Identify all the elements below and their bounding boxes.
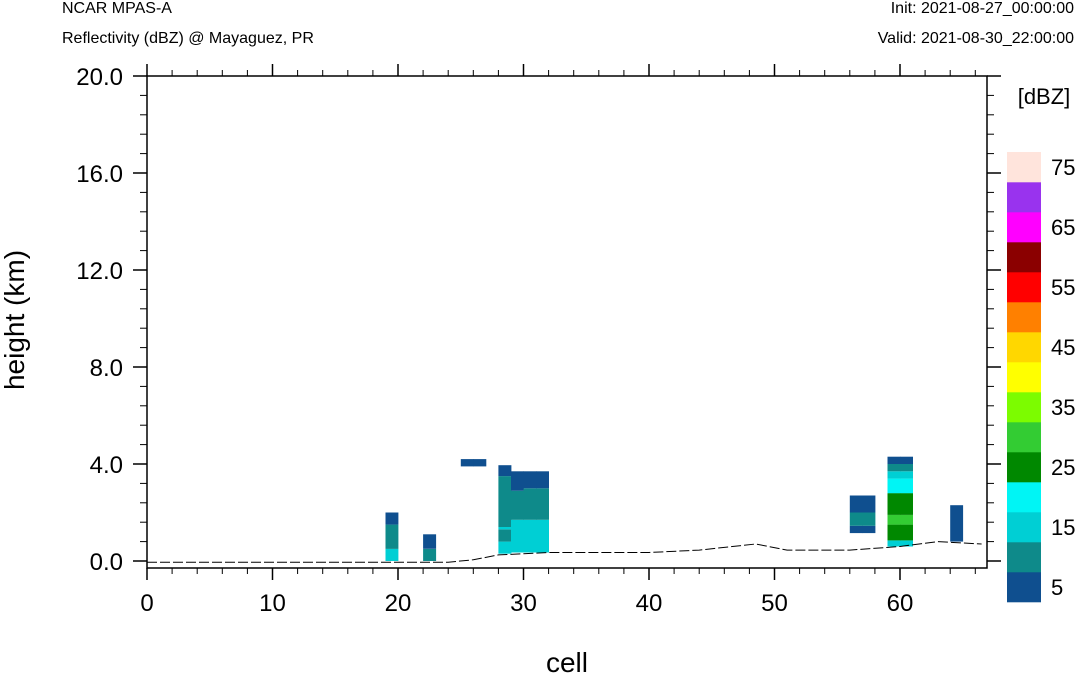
y-tick-label: 20.0 bbox=[76, 64, 123, 91]
x-tick-label: 10 bbox=[259, 590, 286, 617]
reflectivity-cell bbox=[900, 524, 913, 541]
x-tick-label: 50 bbox=[761, 590, 788, 617]
plot-title: NCAR MPAS-A bbox=[62, 0, 172, 17]
reflectivity-cell bbox=[423, 548, 437, 561]
reflectivity-cell bbox=[950, 505, 964, 542]
plot-subtitle: Reflectivity (dBZ) @ Mayaguez, PR bbox=[62, 30, 314, 47]
reflectivity-cell bbox=[523, 488, 537, 520]
reflectivity-cell bbox=[498, 476, 512, 527]
colorbar-swatch bbox=[1007, 152, 1041, 183]
x-tick-label: 60 bbox=[887, 590, 914, 617]
y-tick-label: 16.0 bbox=[76, 161, 123, 188]
colorbar-tick-label: 25 bbox=[1051, 455, 1075, 480]
reflectivity-cell bbox=[862, 495, 876, 513]
reflectivity-cell bbox=[887, 464, 901, 472]
reflectivity-cell bbox=[385, 512, 399, 525]
reflectivity-cell bbox=[473, 459, 487, 467]
reflectivity-cell bbox=[849, 495, 863, 513]
reflectivity-cell bbox=[887, 456, 901, 464]
reflectivity-cell bbox=[900, 514, 913, 525]
colorbar-swatch bbox=[1007, 422, 1041, 453]
reflectivity-cell bbox=[385, 524, 399, 549]
reflectivity-cell bbox=[511, 471, 524, 491]
x-tick-label: 40 bbox=[636, 590, 663, 617]
y-tick-label: 8.0 bbox=[90, 355, 123, 382]
reflectivity-cell bbox=[849, 512, 863, 526]
colorbar-swatch bbox=[1007, 212, 1041, 243]
reflectivity-cell bbox=[536, 471, 549, 489]
colorbar-tick-label: 5 bbox=[1051, 575, 1063, 600]
reflectivity-cell bbox=[900, 456, 913, 464]
reflectivity-cell bbox=[849, 525, 863, 534]
reflectivity-cell bbox=[900, 540, 913, 547]
reflectivity-cell bbox=[862, 512, 876, 526]
y-tick-label: 4.0 bbox=[90, 452, 123, 479]
reflectivity-cell bbox=[498, 527, 512, 530]
valid-time-label: Valid: 2021-08-30_22:00:00 bbox=[877, 30, 1074, 47]
colorbar-swatch bbox=[1007, 482, 1041, 513]
reflectivity-cell bbox=[900, 464, 913, 472]
reflectivity-cell bbox=[523, 519, 537, 553]
y-tick-label: 12.0 bbox=[76, 258, 123, 285]
reflectivity-cell bbox=[887, 524, 901, 541]
reflectivity-cell bbox=[423, 534, 437, 549]
plot-frame bbox=[146, 75, 988, 569]
terrain-profile bbox=[147, 541, 982, 563]
colorbar-swatch bbox=[1007, 392, 1041, 423]
colorbar-swatch bbox=[1007, 542, 1041, 573]
colorbar-swatch bbox=[1007, 302, 1041, 333]
colorbar-swatch bbox=[1007, 272, 1041, 303]
colorbar-swatch bbox=[1007, 572, 1041, 603]
reflectivity-cell bbox=[536, 519, 549, 553]
reflectivity-cell bbox=[460, 459, 474, 467]
reflectivity-cell bbox=[900, 478, 913, 494]
y-tick-label: 0.0 bbox=[90, 549, 123, 576]
reflectivity-cell bbox=[523, 471, 537, 489]
reflectivity-cell bbox=[887, 493, 901, 515]
colorbar-tick-label: 35 bbox=[1051, 395, 1075, 420]
colorbar-swatch bbox=[1007, 332, 1041, 363]
plot-axes: 0 10 20 30 40 50 60 0.0 4.0 8.0 12.0 16.0 20.0 bbox=[76, 64, 1001, 617]
colorbar-tick-label: 15 bbox=[1051, 515, 1075, 540]
colorbar-swatch bbox=[1007, 182, 1041, 213]
x-tick-label: 20 bbox=[385, 590, 412, 617]
reflectivity-cell bbox=[498, 529, 512, 542]
reflectivity-cell bbox=[862, 525, 876, 534]
colorbar-tick-label: 75 bbox=[1051, 155, 1075, 180]
x-tick-label: 30 bbox=[510, 590, 537, 617]
colorbar: [dBZ] 5 15 25 35 45 55 65 75 bbox=[1007, 84, 1075, 603]
reflectivity-cell bbox=[511, 519, 524, 553]
colorbar-tick-label: 55 bbox=[1051, 275, 1075, 300]
reflectivity-cell bbox=[887, 540, 901, 547]
reflectivity-cell bbox=[887, 514, 901, 525]
reflectivity-cell bbox=[385, 548, 399, 561]
colorbar-swatch bbox=[1007, 242, 1041, 273]
reflectivity-cell bbox=[900, 471, 913, 479]
reflectivity-cell bbox=[511, 490, 524, 520]
colorbar-swatch bbox=[1007, 452, 1041, 483]
reflectivity-cell bbox=[887, 471, 901, 479]
x-tick-label: 0 bbox=[140, 590, 153, 617]
colorbar-tick-label: 65 bbox=[1051, 215, 1075, 240]
colorbar-swatch bbox=[1007, 362, 1041, 393]
colorbar-unit-label: [dBZ] bbox=[1018, 84, 1071, 109]
init-time-label: Init: 2021-08-27_00:00:00 bbox=[890, 0, 1074, 17]
reflectivity-cell bbox=[900, 493, 913, 515]
reflectivity-cell bbox=[498, 541, 512, 554]
x-axis-title: cell bbox=[546, 647, 588, 677]
colorbar-swatch bbox=[1007, 512, 1041, 543]
reflectivity-cell bbox=[887, 478, 901, 494]
colorbar-tick-label: 45 bbox=[1051, 335, 1075, 360]
y-axis-title: height (km) bbox=[0, 250, 30, 390]
reflectivity-cell bbox=[536, 488, 549, 520]
reflectivity-cell bbox=[498, 465, 512, 477]
terrain-line bbox=[147, 541, 982, 563]
reflectivity-cells bbox=[385, 456, 964, 561]
